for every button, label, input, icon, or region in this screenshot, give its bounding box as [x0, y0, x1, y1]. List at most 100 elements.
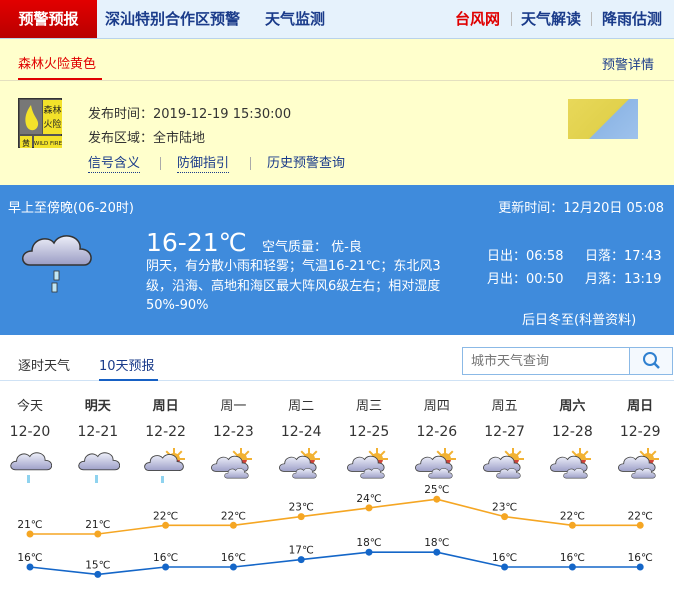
high-temp-point	[501, 513, 509, 521]
high-temp-point	[365, 504, 373, 512]
high-temp-point	[162, 521, 170, 529]
forecast-date: 12-25	[348, 424, 390, 440]
high-temp-point	[229, 521, 237, 529]
air-quality-label: 空气质量：	[262, 240, 328, 255]
low-temp-point	[297, 556, 305, 564]
low-temp-label: 16℃	[221, 552, 246, 564]
high-temp-point	[26, 530, 34, 538]
forecast-day: 周日	[627, 399, 654, 414]
high-temp-label: 22℃	[221, 510, 246, 522]
cloud-sun-rain-icon	[143, 448, 185, 483]
update-label: 更新时间：	[498, 201, 564, 216]
svg-text:森林: 森林	[43, 104, 61, 116]
current-weather-panel	[0, 185, 674, 335]
wildfire-yellow-badge-icon: 森林 火险 黄 WILD FIRE	[18, 98, 63, 148]
high-temp-point	[568, 521, 576, 529]
divider	[0, 380, 674, 381]
low-temp-point	[568, 563, 576, 571]
forecast-date: 12-21	[77, 424, 119, 440]
forecast-day: 周二	[288, 399, 315, 414]
issue-time-label: 发布时间：	[88, 107, 154, 122]
forecast-date: 12-29	[619, 424, 661, 440]
partly-cloudy-icon	[414, 448, 456, 479]
issue-time: 发布时间：2019-12-19 15:30:00	[88, 103, 291, 122]
high-temp-label: 21℃	[85, 519, 110, 531]
low-temp-label: 16℃	[628, 552, 653, 564]
air-quality-value: 优-良	[331, 240, 362, 255]
issue-time-value: 2019-12-19 15:30:00	[153, 107, 292, 122]
low-temp-point	[26, 563, 34, 571]
forecast-date: 12-22	[145, 424, 186, 440]
high-temp-point	[636, 521, 644, 529]
low-temp-label: 16℃	[492, 552, 517, 564]
defense-guide-link[interactable]: 防御指引	[177, 156, 230, 173]
tab-10day[interactable]: 10天预报	[99, 359, 155, 374]
low-temp-point	[501, 563, 509, 571]
low-temp-label: 18℃	[424, 537, 449, 549]
temperature-chart: 21℃ 21℃ 22℃ 22℃ 23℃ 24℃ 25℃ 23℃ 22℃ 22℃ 16℃ 15℃ 16℃ 1…	[17, 485, 653, 578]
search-icon	[643, 352, 660, 369]
nav-shanshan-warning[interactable]: 深汕特别合作区预警	[105, 10, 241, 28]
divider	[0, 80, 674, 81]
high-temp-label: 25℃	[424, 485, 449, 496]
low-temp-point	[365, 548, 373, 556]
moonset: 月落：13:19	[585, 272, 662, 287]
search-button[interactable]	[629, 347, 673, 375]
warning-area-map[interactable]	[568, 99, 638, 139]
forecast-date: 12-26	[416, 424, 458, 440]
nav-typhoon[interactable]: 台风网	[455, 10, 501, 28]
signal-meaning-link[interactable]: 信号含义	[88, 156, 141, 173]
svg-text:黄: 黄	[22, 138, 30, 148]
nav-weather-interpret[interactable]: 天气解读	[521, 10, 582, 28]
warning-detail-link[interactable]: 预警详情	[601, 58, 654, 73]
partly-cloudy-icon	[482, 448, 524, 479]
top-nav: 预警预报 深汕特别合作区预警 天气监测 台风网 天气解读 降雨估测	[0, 0, 674, 39]
forecast-date: 12-24	[280, 424, 322, 440]
nav-weather-monitor[interactable]: 天气监测	[265, 10, 326, 28]
temperature-range: 16-21℃	[146, 228, 247, 257]
forecast-date: 12-20	[9, 424, 51, 440]
moonrise: 月出：00:50	[487, 272, 564, 287]
weather-description: 阴天，有分散小雨和轻雾；气温16-21℃；东北风3级，沿海、高地和海区最大阵风6…	[146, 259, 441, 313]
cloud-rain-icon	[18, 225, 98, 309]
partly-cloudy-icon	[211, 448, 253, 479]
low-temp-label: 16℃	[153, 552, 178, 564]
air-quality: 空气质量： 优-良	[262, 236, 362, 255]
cloud-rain-icon	[78, 452, 120, 483]
forecast-date: 12-23	[213, 424, 254, 440]
low-temp-label: 18℃	[356, 537, 381, 549]
warning-title-tab[interactable]: 森林火险黄色	[18, 57, 97, 72]
nav-rain-estimate[interactable]: 降雨估测	[602, 10, 663, 28]
forecast-day: 周六	[559, 399, 586, 414]
forecast-date: 12-27	[484, 424, 525, 440]
forecast-day: 周五	[491, 399, 518, 414]
high-temp-label: 22℃	[560, 510, 585, 522]
forecast-day: 周日	[152, 399, 179, 414]
active-tab-underline	[18, 78, 102, 80]
divider	[591, 12, 592, 26]
partly-cloudy-icon	[550, 448, 592, 479]
tab-hourly[interactable]: 逐时天气	[18, 359, 71, 374]
forecast-period: 早上至傍晚(06-20时)	[8, 201, 134, 216]
city-search-input[interactable]	[463, 348, 629, 374]
low-temp-label: 17℃	[289, 545, 314, 557]
high-temp-label: 22℃	[628, 510, 653, 522]
forecast-day: 今天	[16, 399, 43, 414]
low-temp-point	[162, 563, 170, 571]
divider	[160, 157, 161, 170]
update-value: 12月20日 05:08	[563, 201, 664, 216]
low-temp-label: 16℃	[560, 552, 585, 564]
partly-cloudy-icon	[279, 448, 321, 479]
divider	[250, 157, 251, 170]
low-temp-label: 16℃	[17, 552, 42, 564]
divider	[511, 12, 512, 26]
warning-panel	[0, 39, 674, 185]
issue-area: 发布区域：全市陆地	[88, 127, 205, 146]
nav-tab-warning[interactable]: 预警预报	[0, 0, 97, 38]
forecast-day: 周三	[355, 399, 382, 414]
high-temp-label: 24℃	[356, 493, 381, 505]
history-warning-link[interactable]: 历史预警查询	[267, 156, 346, 171]
svg-text:火险: 火险	[43, 118, 61, 130]
solar-term-link[interactable]: 后日冬至(科普资料)	[522, 313, 637, 328]
low-temp-line	[29, 551, 641, 576]
